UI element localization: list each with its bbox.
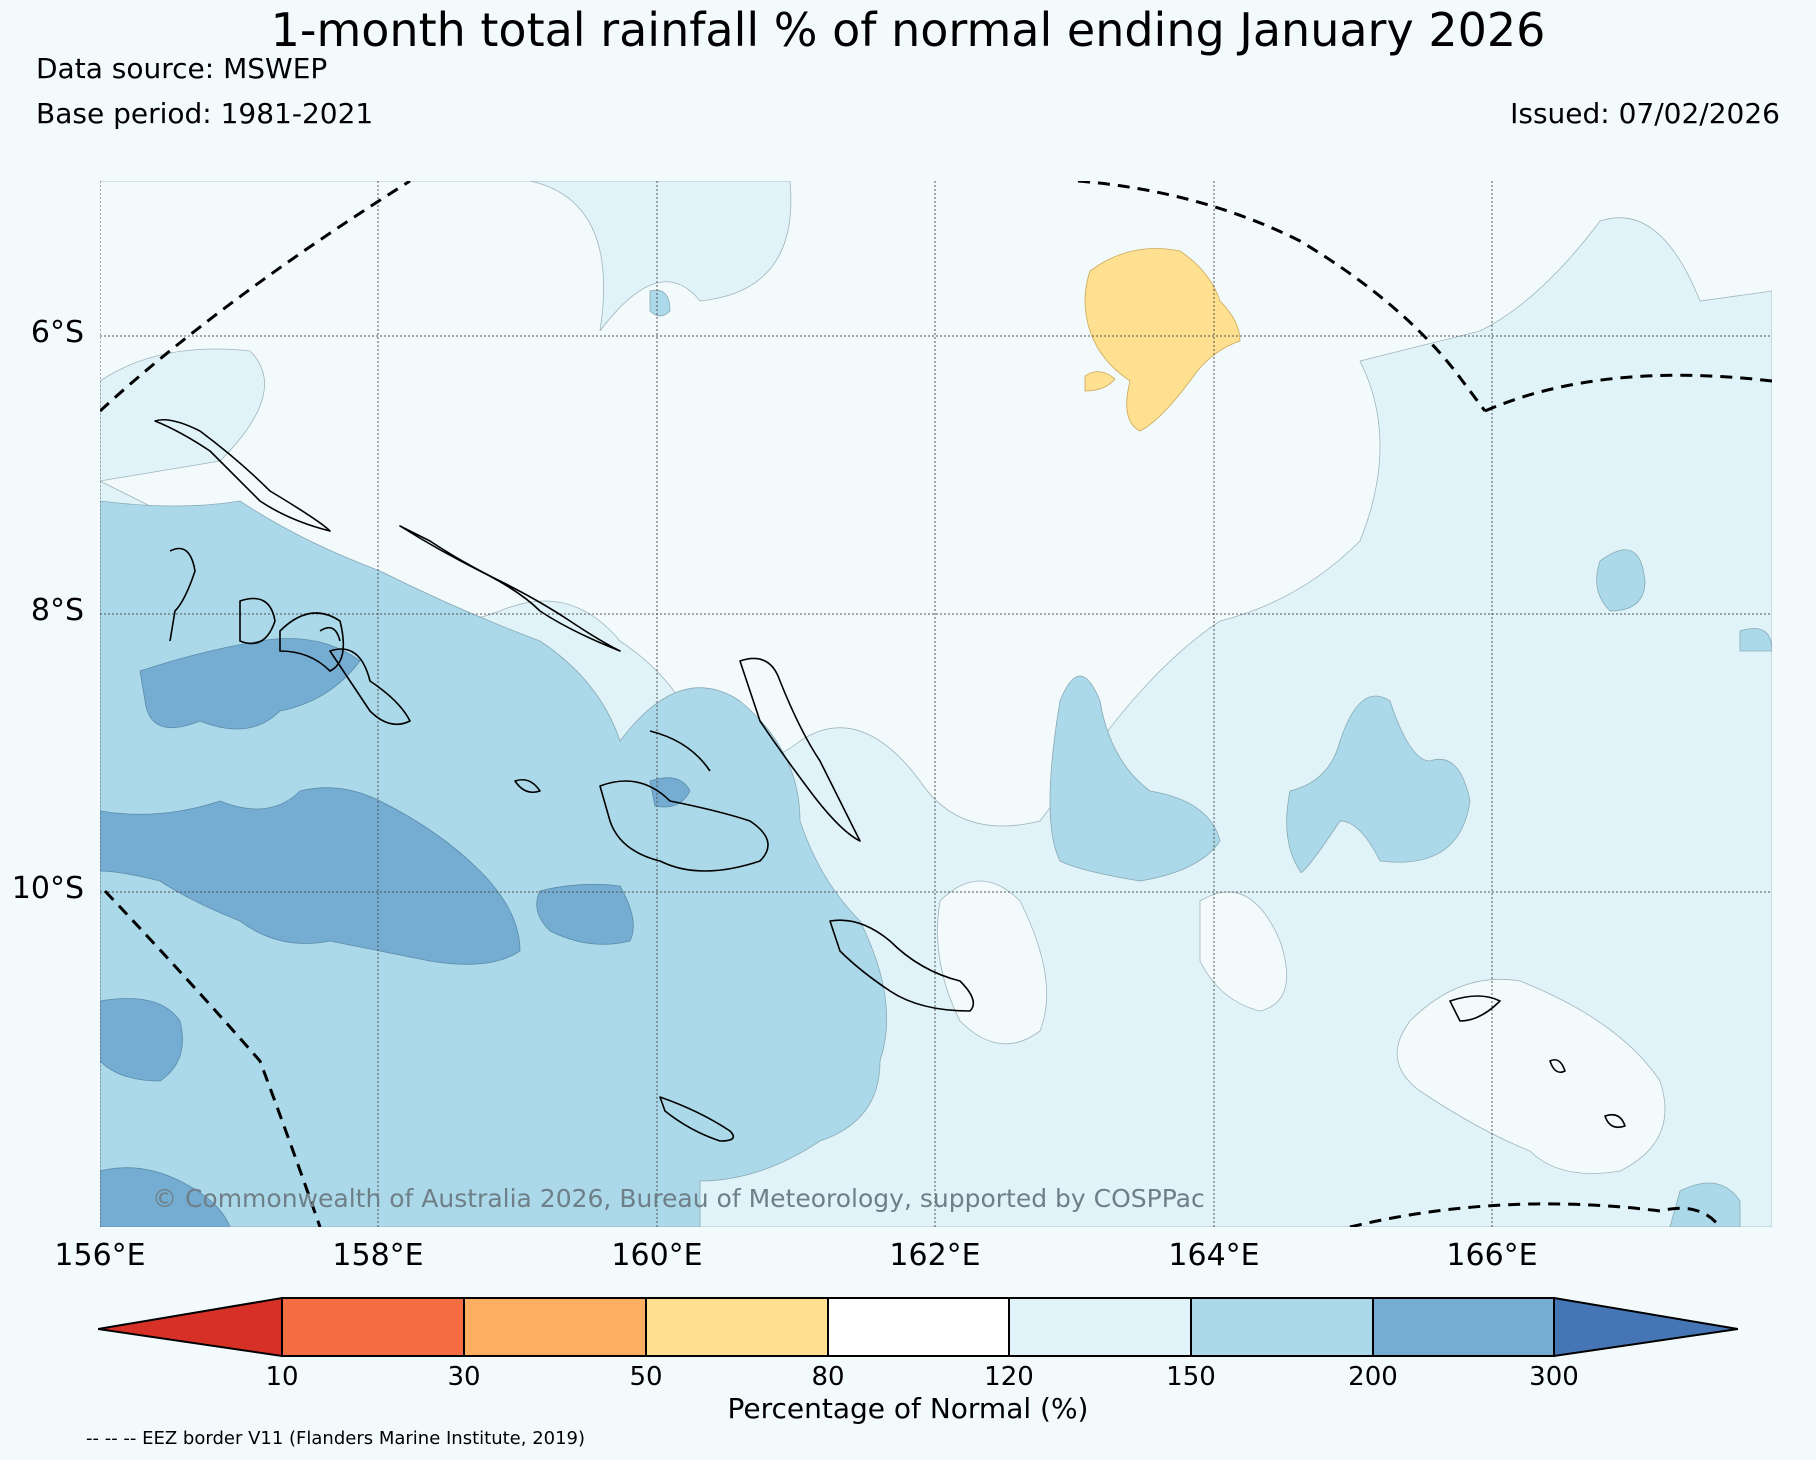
colorbar-tick: 10 <box>265 1362 299 1392</box>
colorbar-segment-below-10 <box>98 1296 283 1358</box>
eez-legend: -- -- -- EEZ border V11 (Flanders Marine… <box>86 1428 586 1449</box>
colorbar-tick: 80 <box>811 1362 845 1392</box>
lat-label-6s: 6°S <box>30 315 84 350</box>
colorbar-label: Percentage of Normal (%) <box>727 1392 1089 1425</box>
rainfall-zone-200-300 <box>139 638 361 730</box>
colorbar-tick: 150 <box>1166 1362 1216 1392</box>
rainfall-zone-150-200 <box>1669 1182 1741 1227</box>
rainfall-zone-200-300 <box>100 787 521 965</box>
issued-date-label: Issued: 07/02/2026 <box>1510 97 1780 130</box>
copyright-notice: © Commonwealth of Australia 2026, Bureau… <box>152 1184 1205 1213</box>
colorbar-tick: 200 <box>1348 1362 1398 1392</box>
colorbar-segment-10-30 <box>281 1297 465 1357</box>
rainfall-zone-80-120-pocket <box>1199 891 1287 1012</box>
rainfall-zone-150-200 <box>1739 628 1772 652</box>
base-period-label: Base period: 1981-2021 <box>36 97 374 130</box>
colorbar-segment-above-300 <box>1553 1296 1738 1358</box>
lon-label-156e: 156°E <box>54 1238 146 1273</box>
rainfall-zone-200-300 <box>100 998 183 1082</box>
colorbar-tick: 300 <box>1529 1362 1579 1392</box>
map-title: 1-month total rainfall % of normal endin… <box>270 3 1546 57</box>
rainfall-zone-150-200 <box>1049 675 1221 882</box>
lat-label-8s: 8°S <box>30 593 84 628</box>
colorbar-segment-120-150 <box>1008 1297 1192 1357</box>
colorbar-segment-200-300 <box>1372 1297 1555 1357</box>
rainfall-zone-200-300 <box>536 883 634 945</box>
lon-label-164e: 164°E <box>1168 1238 1260 1273</box>
map-gridlines <box>100 181 1772 1227</box>
colorbar-tick: 50 <box>629 1362 663 1392</box>
lon-label-166e: 166°E <box>1446 1238 1538 1273</box>
lon-label-162e: 162°E <box>889 1238 981 1273</box>
lon-label-158e: 158°E <box>332 1238 424 1273</box>
rainfall-zone-150-200 <box>649 289 671 317</box>
colorbar-tick: 30 <box>447 1362 481 1392</box>
rainfall-zone-150-200 <box>1596 549 1646 612</box>
lon-label-160e: 160°E <box>611 1238 703 1273</box>
colorbar-tick: 120 <box>984 1362 1034 1392</box>
eez-borders <box>100 181 1772 1227</box>
coastlines <box>154 418 1626 1142</box>
rainfall-zone-200-300 <box>100 1167 231 1227</box>
colorbar-segment-80-120 <box>827 1297 1010 1357</box>
rainfall-zone-80-120-pocket <box>1396 978 1666 1174</box>
colorbar <box>98 1296 1738 1358</box>
rainfall-zone-80-120-pocket <box>937 880 1048 1045</box>
lat-label-10s: 10°S <box>11 871 84 906</box>
rainfall-zone-50-80 <box>1084 248 1241 432</box>
data-source-label: Data source: MSWEP <box>36 52 328 85</box>
rainfall-zone-150-200 <box>1286 695 1471 873</box>
colorbar-segment-150-200 <box>1190 1297 1374 1357</box>
rainfall-zone-50-80 <box>1084 371 1116 392</box>
colorbar-segment-30-50 <box>463 1297 647 1357</box>
rainfall-zone-200-300 <box>649 777 691 808</box>
colorbar-segment-50-80 <box>645 1297 829 1357</box>
rainfall-map <box>100 181 1772 1227</box>
